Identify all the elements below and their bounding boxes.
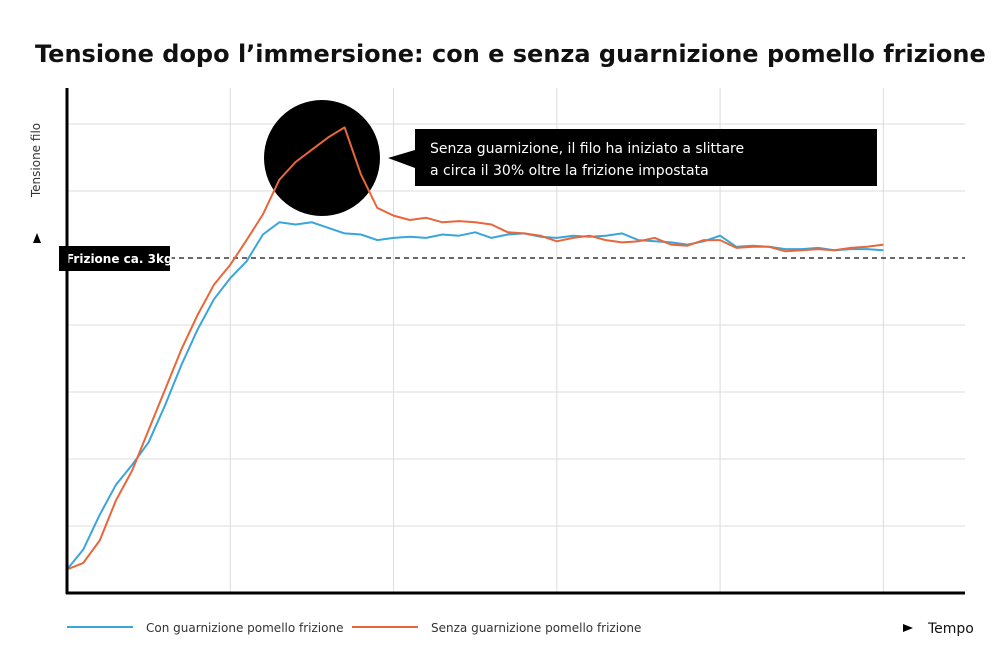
series-line (66, 126, 884, 571)
callout-box (388, 129, 877, 186)
chart-title: Tensione dopo l’immersione: con e senza … (35, 40, 986, 68)
highlight-circle (264, 100, 380, 216)
x-axis-label: Tempo (927, 621, 974, 637)
reference-label-box (59, 246, 170, 271)
x-arrow-head (903, 624, 913, 632)
y-axis-label: Tensione filo (29, 123, 43, 198)
annotation-line: Senza guarnizione, il filo ha iniziato a… (430, 141, 744, 157)
series-line (66, 221, 884, 571)
y-arrow-head (33, 233, 41, 243)
legend-label: Senza guarnizione pomello frizione (431, 621, 641, 635)
grid (67, 88, 965, 593)
reference-label: Frizione ca. 3kg (66, 252, 173, 266)
legend: Con guarnizione pomello frizione Senza gu… (67, 621, 641, 635)
plot: Frizione ca. 3kg (59, 126, 884, 571)
annotation: Senza guarnizione, il filo ha iniziato a… (388, 129, 877, 186)
legend-label: Con guarnizione pomello frizione (146, 621, 343, 635)
annotation-line: a circa il 30% oltre la frizione imposta… (430, 163, 709, 179)
